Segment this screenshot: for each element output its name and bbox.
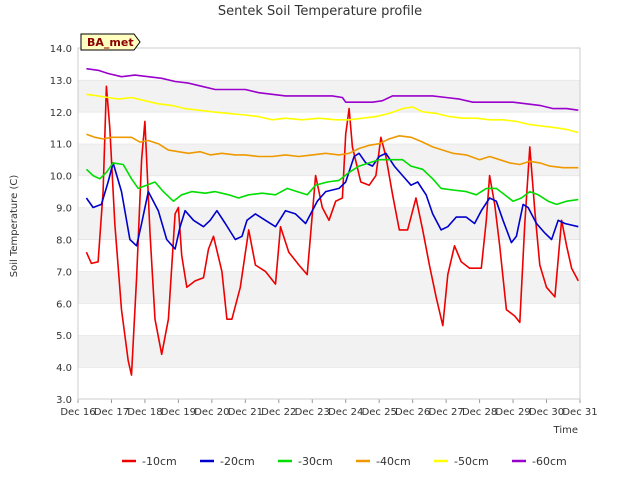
y-tick-label: 14.0 bbox=[50, 44, 72, 55]
legend-label: -10cm bbox=[142, 455, 177, 468]
y-tick-label: 3.0 bbox=[56, 395, 72, 406]
x-tick-label: Dec 26 bbox=[395, 407, 430, 418]
legend-label: -40cm bbox=[376, 455, 411, 468]
plot-area bbox=[77, 47, 581, 400]
x-tick-label: Dec 17 bbox=[94, 407, 129, 418]
grid-band bbox=[78, 48, 580, 80]
grid-band bbox=[78, 111, 580, 144]
station-badge: BA_met bbox=[80, 33, 141, 51]
x-tick-label: Dec 23 bbox=[295, 407, 330, 418]
series-line-30cm bbox=[85, 158, 579, 206]
y-tick-label: 4.0 bbox=[56, 363, 72, 374]
x-tick-label: Dec 19 bbox=[161, 407, 196, 418]
grid-band bbox=[78, 239, 580, 272]
x-axis-label: Time bbox=[553, 425, 578, 436]
x-tick-label: Dec 30 bbox=[529, 407, 564, 418]
grid-band bbox=[78, 143, 580, 176]
y-tick-label: 12.0 bbox=[50, 108, 72, 119]
grid-band bbox=[78, 271, 580, 304]
x-tick-label: Dec 16 bbox=[60, 407, 95, 418]
y-tick-label: 11.0 bbox=[50, 140, 72, 151]
x-tick-label: Dec 27 bbox=[429, 407, 464, 418]
y-tick-label: 7.0 bbox=[56, 267, 72, 278]
x-tick-label: Dec 28 bbox=[462, 407, 497, 418]
x-tick-label: Dec 24 bbox=[328, 407, 363, 418]
grid-band bbox=[78, 303, 580, 336]
series-line-50cm bbox=[86, 93, 579, 134]
badge-shape bbox=[80, 33, 141, 51]
series-lines bbox=[85, 67, 580, 376]
y-tick-label: 5.0 bbox=[56, 331, 72, 342]
y-axis-ticks: 3.0 4.0 5.0 6.0 7.0 8.0 9.0 10.0 11.0 12.0 13.0 14.… bbox=[50, 44, 72, 406]
legend: -10cm -20cm -30cm -40cm -50cm -60cm bbox=[122, 455, 567, 468]
grid-band bbox=[78, 335, 580, 368]
series-line-60cm bbox=[86, 67, 579, 111]
x-tick-label: Dec 20 bbox=[194, 407, 229, 418]
y-tick-label: 9.0 bbox=[56, 204, 72, 215]
grid-bands bbox=[78, 47, 580, 399]
x-tick-label: Dec 25 bbox=[362, 407, 397, 418]
y-axis-label: Soil Temperature (C) bbox=[9, 175, 20, 278]
y-tick-label: 6.0 bbox=[56, 299, 72, 310]
badge-label: BA_met bbox=[87, 36, 134, 49]
x-tick-label: Dec 18 bbox=[127, 407, 162, 418]
legend-label: -30cm bbox=[298, 455, 333, 468]
x-tick-label: Dec 22 bbox=[261, 407, 296, 418]
x-tick-label: Dec 31 bbox=[562, 407, 597, 418]
x-tick-label: Dec 29 bbox=[495, 407, 530, 418]
grid-band bbox=[78, 367, 580, 399]
legend-label: -60cm bbox=[532, 455, 567, 468]
series-line-10cm bbox=[85, 85, 580, 376]
chart-title: Sentek Soil Temperature profile bbox=[218, 4, 422, 19]
legend-label: -20cm bbox=[220, 455, 255, 468]
series-line-40cm bbox=[86, 133, 579, 169]
y-tick-label: 13.0 bbox=[50, 76, 72, 87]
y-tick-label: 8.0 bbox=[56, 235, 72, 246]
x-tick-label: Dec 21 bbox=[228, 407, 263, 418]
y-tick-label: 10.0 bbox=[50, 172, 72, 183]
legend-label: -50cm bbox=[454, 455, 489, 468]
series-line-20cm bbox=[85, 152, 579, 250]
